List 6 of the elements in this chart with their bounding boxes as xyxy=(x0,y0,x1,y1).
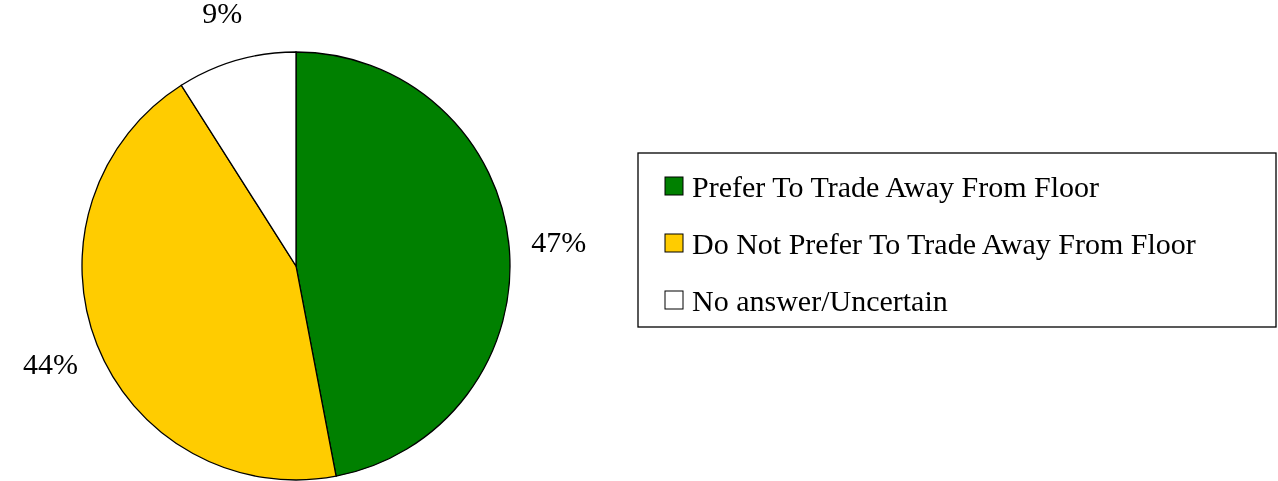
legend-label: Prefer To Trade Away From Floor xyxy=(692,169,1100,203)
legend-label: No answer/Uncertain xyxy=(692,283,948,317)
legend-label: Do Not Prefer To Trade Away From Floor xyxy=(692,226,1196,260)
data-label: 47% xyxy=(531,224,587,258)
data-label: 9% xyxy=(202,0,243,29)
data-label: 44% xyxy=(23,346,79,380)
